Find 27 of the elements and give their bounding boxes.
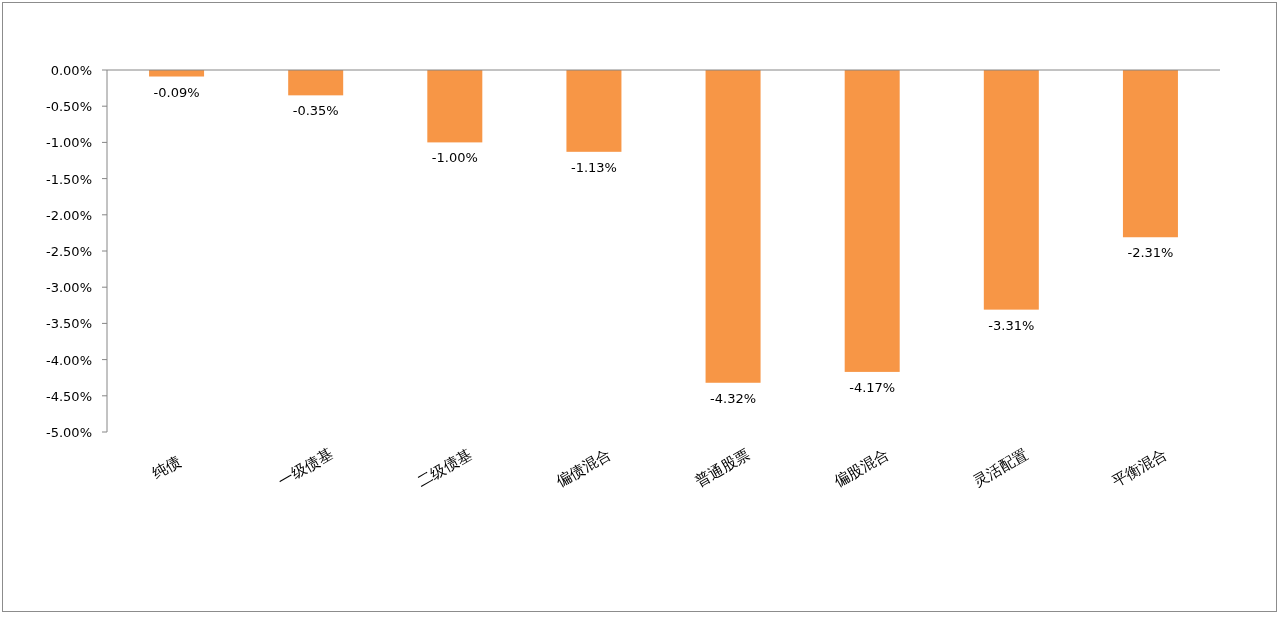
y-tick-label: -4.50% xyxy=(46,388,92,404)
y-tick-label: -2.00% xyxy=(46,207,92,223)
data-label: -3.31% xyxy=(988,317,1035,333)
y-tick-label: 0.00% xyxy=(50,63,92,78)
x-tick-label: 普通股票 xyxy=(692,444,754,491)
x-tick-label: 灵活配置 xyxy=(970,444,1032,491)
y-tick-label: -3.50% xyxy=(46,316,92,332)
y-tick-label: -4.00% xyxy=(46,352,92,368)
x-tick-label: 二级债基 xyxy=(413,444,475,491)
data-label: -2.31% xyxy=(1127,245,1174,261)
data-label: -0.09% xyxy=(153,84,200,100)
y-tick-label: -1.50% xyxy=(46,171,92,187)
x-tick-label: 平衡混合 xyxy=(1109,444,1171,491)
x-tick-label: 偏债混合 xyxy=(552,444,614,491)
x-tick-label: 纯债 xyxy=(148,452,184,483)
data-label: -1.13% xyxy=(570,159,617,175)
data-label: -1.00% xyxy=(431,150,478,166)
y-tick-label: -2.50% xyxy=(46,244,92,259)
data-label: -4.32% xyxy=(710,390,757,406)
x-tick-label: 偏股混合 xyxy=(831,444,893,491)
y-tick-label: -1.00% xyxy=(46,135,92,151)
y-tick-label: -0.50% xyxy=(46,99,92,115)
data-label: -0.35% xyxy=(292,103,339,119)
y-tick-label: -3.00% xyxy=(46,280,92,296)
data-label: -4.17% xyxy=(849,379,896,395)
x-tick-label: 一级债基 xyxy=(274,444,336,491)
y-tick-label: -5.00% xyxy=(46,425,92,440)
